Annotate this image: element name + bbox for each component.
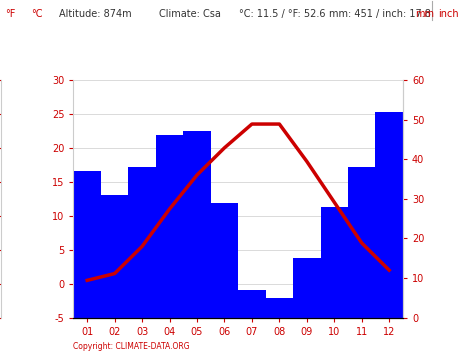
Text: mm: mm (415, 9, 434, 19)
Text: Climate: Csa: Climate: Csa (159, 9, 221, 19)
Bar (128, 167, 156, 318)
Bar (156, 135, 183, 318)
Bar (211, 203, 238, 318)
Bar (348, 167, 375, 318)
Bar (238, 290, 265, 318)
Bar (183, 131, 211, 318)
Bar (320, 207, 348, 318)
Bar (101, 195, 128, 318)
Text: mm: 451 / inch: 17.8: mm: 451 / inch: 17.8 (329, 9, 431, 19)
Text: Altitude: 874m: Altitude: 874m (59, 9, 132, 19)
Bar (73, 171, 101, 318)
Text: °C: °C (31, 9, 42, 19)
Bar (293, 258, 320, 318)
Text: inch: inch (438, 9, 459, 19)
Bar (375, 111, 403, 318)
Text: Copyright: CLIMATE-DATA.ORG: Copyright: CLIMATE-DATA.ORG (73, 343, 190, 351)
Text: °C: 11.5 / °F: 52.6: °C: 11.5 / °F: 52.6 (239, 9, 326, 19)
Bar (265, 298, 293, 318)
Text: °F: °F (5, 9, 15, 19)
